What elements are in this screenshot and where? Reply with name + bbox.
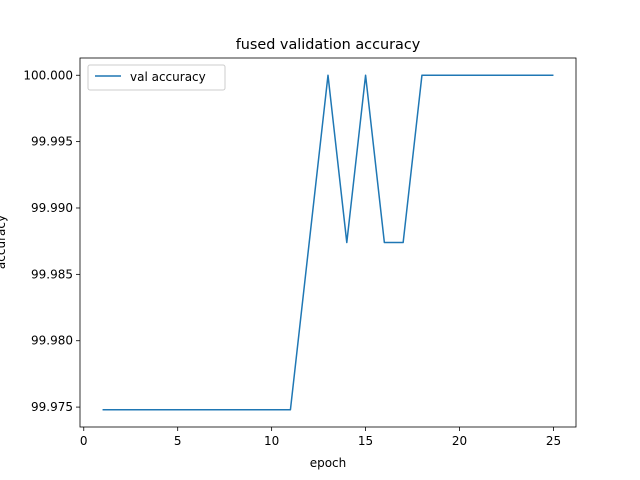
y-axis-label: accuracy [0, 215, 8, 269]
plot-area: 0 5 10 15 20 25 99.975 99.980 99.985 99.990 99.995… [23, 57, 577, 448]
y-tick-label: 100.000 [23, 68, 73, 82]
y-tick-label: 99.975 [31, 400, 73, 414]
legend-label: val accuracy [130, 70, 206, 84]
legend: val accuracy [87, 64, 226, 91]
axes-frame [79, 57, 577, 428]
y-tick-label: 99.995 [31, 135, 73, 149]
y-tick-label: 99.980 [31, 334, 73, 348]
x-tick-label: 15 [358, 434, 373, 448]
chart-title: fused validation accuracy [236, 37, 421, 53]
x-tick-label: 20 [452, 434, 467, 448]
y-tick-label: 99.985 [31, 267, 73, 281]
legend-box [87, 64, 226, 91]
x-tick-label: 0 [80, 434, 88, 448]
y-tick-label: 99.990 [31, 201, 73, 215]
x-tick-label: 10 [264, 434, 279, 448]
x-tick-label: 25 [546, 434, 561, 448]
x-axis-label: epoch [310, 456, 347, 470]
x-tick-label: 5 [174, 434, 182, 448]
